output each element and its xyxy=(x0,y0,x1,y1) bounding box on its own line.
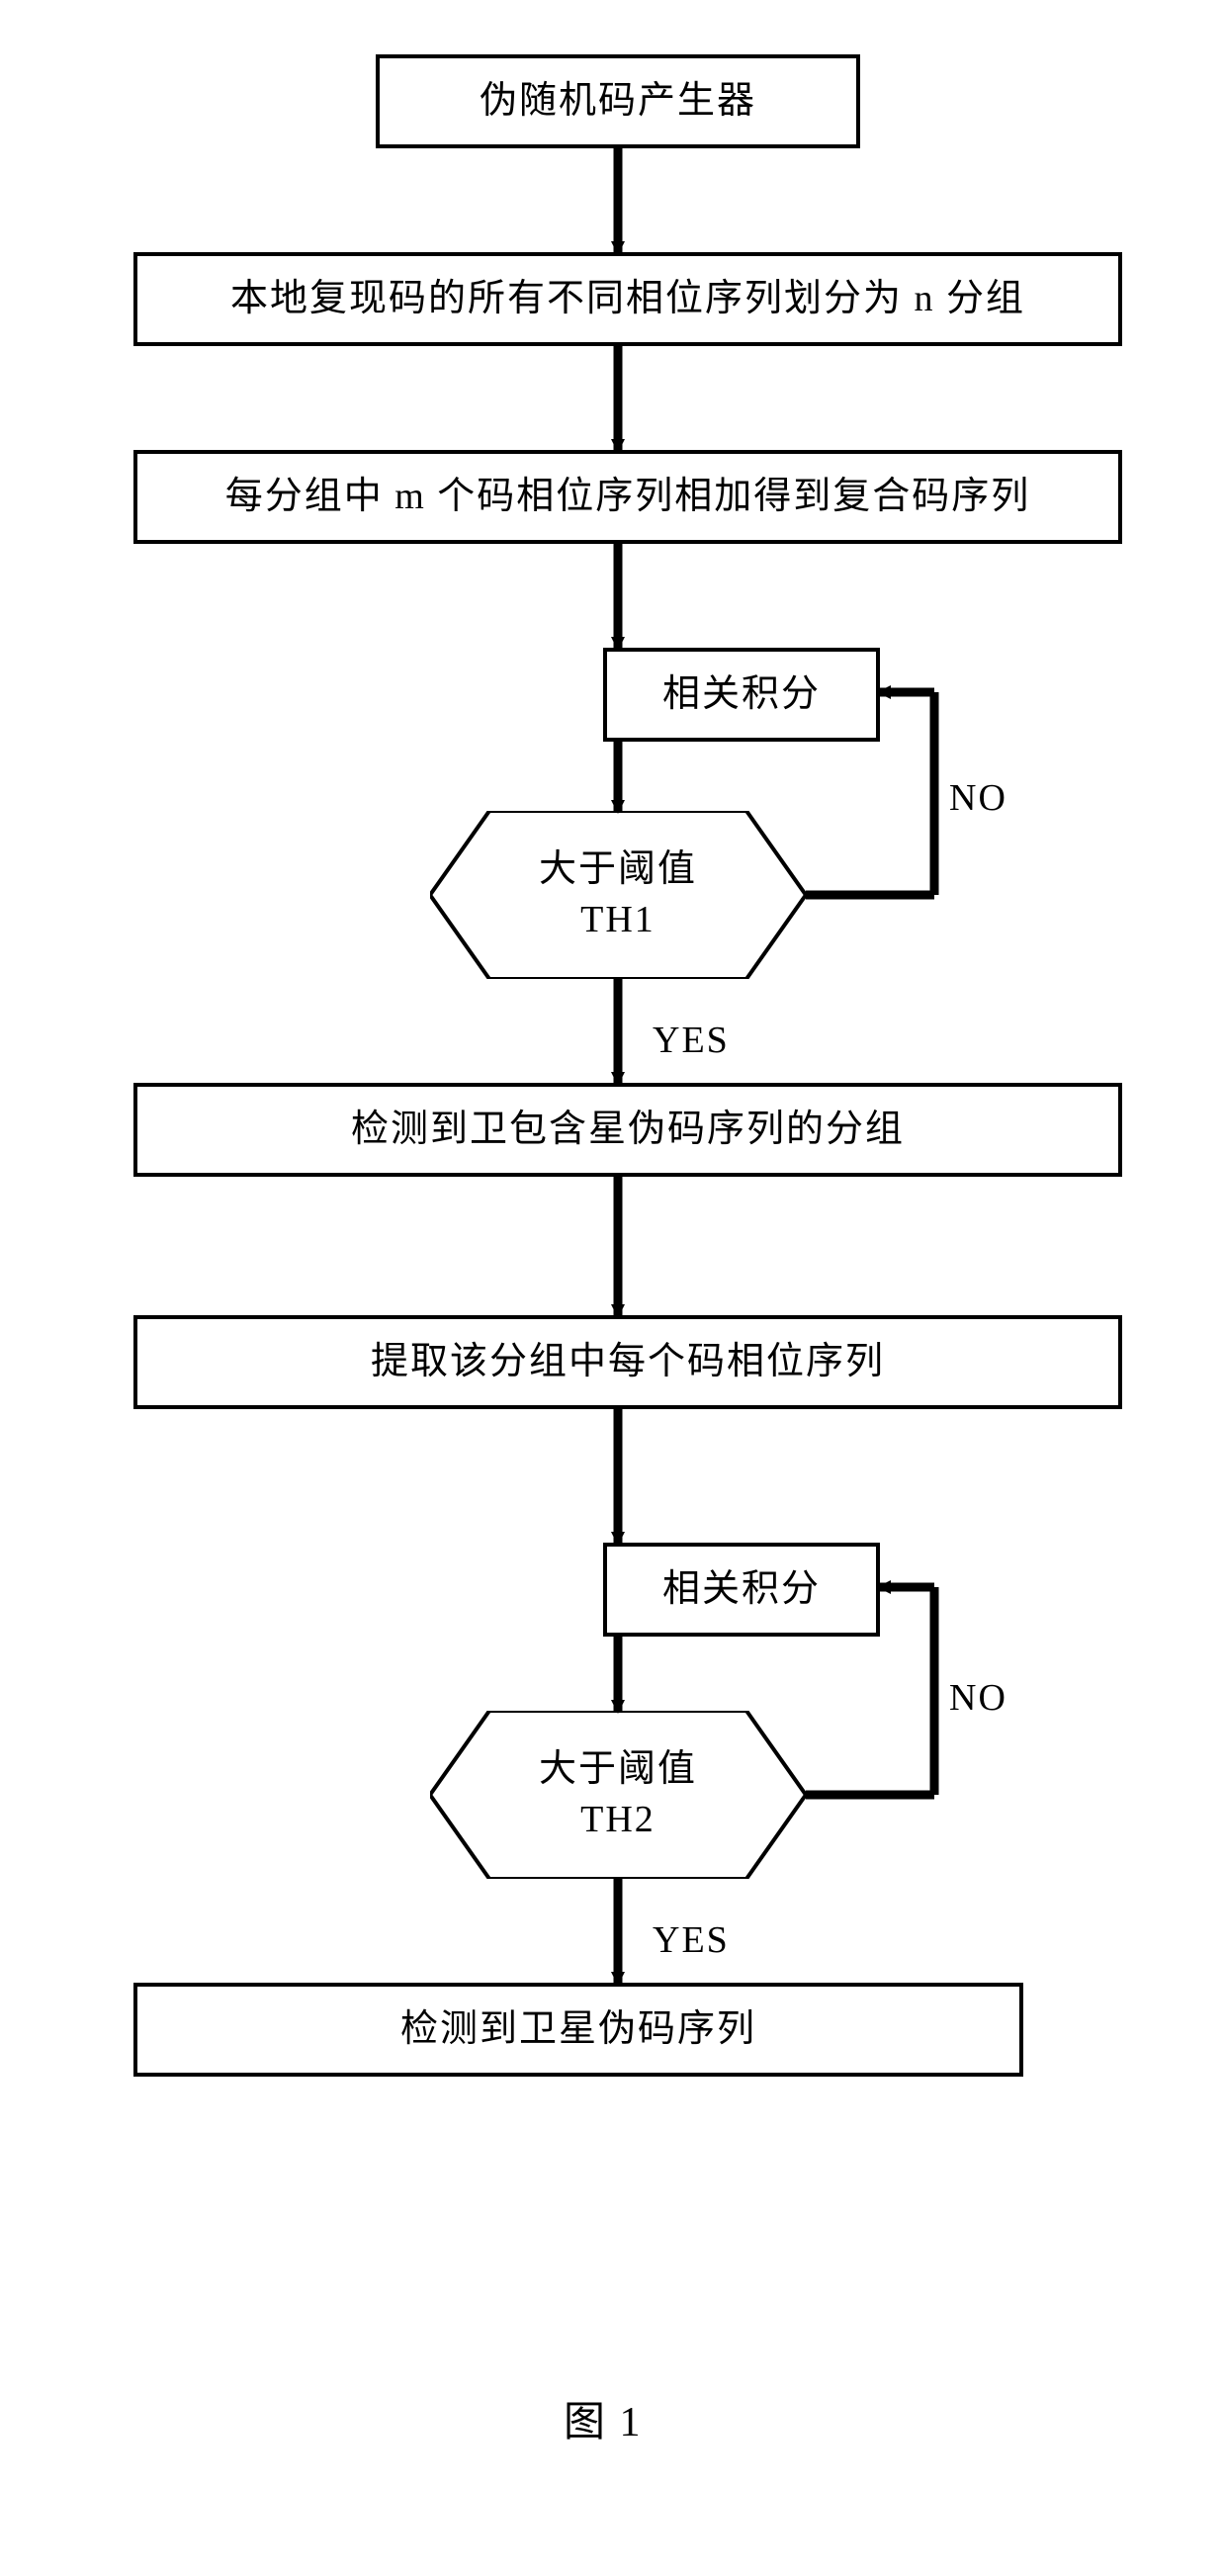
node-partition: 本地复现码的所有不同相位序列划分为 n 分组 xyxy=(133,252,1122,346)
decision-th1: 大于阈值 TH1 xyxy=(430,811,806,979)
node-detect-seq: 检测到卫星伪码序列 xyxy=(133,1983,1023,2077)
node-extract: 提取该分组中每个码相位序列 xyxy=(133,1315,1122,1409)
node-extract-label: 提取该分组中每个码相位序列 xyxy=(359,1328,897,1396)
decision-th2-label: 大于阈值 TH2 xyxy=(430,1711,806,1879)
node-partition-label: 本地复现码的所有不同相位序列划分为 n 分组 xyxy=(219,265,1037,333)
node-detect-group: 检测到卫包含星伪码序列的分组 xyxy=(133,1083,1122,1177)
node-detect-group-label: 检测到卫包含星伪码序列的分组 xyxy=(339,1096,917,1164)
node-corr2: 相关积分 xyxy=(603,1543,880,1637)
arrows-layer xyxy=(0,0,1224,2576)
node-prng: 伪随机码产生器 xyxy=(376,54,860,148)
edge-no2: NO xyxy=(949,1676,1007,1720)
edge-yes1: YES xyxy=(653,1019,730,1062)
edge-no1: NO xyxy=(949,776,1007,820)
decision-th1-label: 大于阈值 TH1 xyxy=(430,811,806,979)
node-compose-label: 每分组中 m 个码相位序列相加得到复合码序列 xyxy=(214,463,1043,531)
figure-caption: 图 1 xyxy=(564,2388,643,2448)
node-corr2-label: 相关积分 xyxy=(651,1555,832,1624)
node-compose: 每分组中 m 个码相位序列相加得到复合码序列 xyxy=(133,450,1122,544)
node-prng-label: 伪随机码产生器 xyxy=(468,67,768,135)
flowchart-canvas: 伪随机码产生器 本地复现码的所有不同相位序列划分为 n 分组 每分组中 m 个码… xyxy=(0,0,1224,2576)
edge-yes2: YES xyxy=(653,1918,730,1962)
node-detect-seq-label: 检测到卫星伪码序列 xyxy=(389,1996,768,2064)
node-corr1: 相关积分 xyxy=(603,648,880,742)
node-corr1-label: 相关积分 xyxy=(651,661,832,729)
decision-th2: 大于阈值 TH2 xyxy=(430,1711,806,1879)
